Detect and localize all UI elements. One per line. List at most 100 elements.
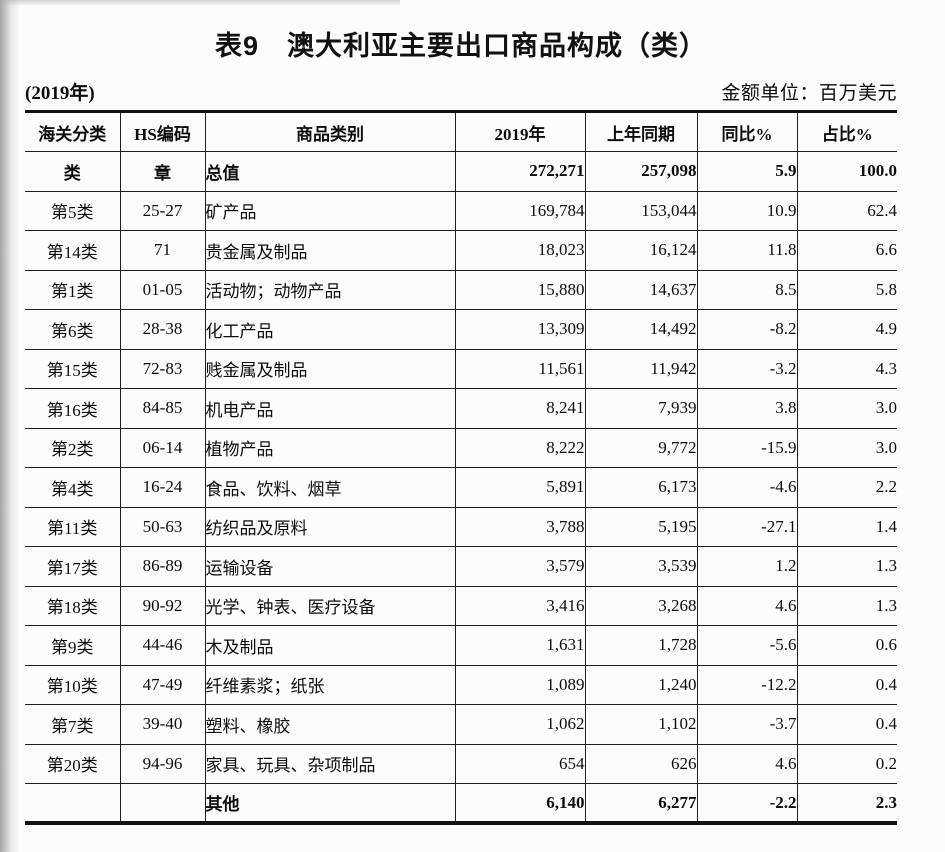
cell-other-2019: 6,140 bbox=[454, 783, 586, 824]
cell-yoy-value: -4.6 bbox=[696, 467, 798, 508]
cell-2019-value: 1,089 bbox=[454, 664, 586, 705]
cell-other-label: 其他 bbox=[204, 783, 456, 824]
header-customs-class: 海关分类 bbox=[25, 111, 121, 152]
cell-2019-value: 654 bbox=[454, 743, 586, 784]
cell-hs-code: 71 bbox=[119, 230, 206, 271]
header-commodity-category: 商品类别 bbox=[204, 111, 456, 152]
cell-yoy-value: 11.8 bbox=[696, 230, 798, 271]
cell-2019-value: 5,891 bbox=[454, 467, 586, 508]
cell-hs-code: 06-14 bbox=[119, 427, 206, 468]
cell-commodity-name: 光学、钟表、医疗设备 bbox=[204, 585, 456, 626]
cell-share-value: 3.0 bbox=[796, 388, 897, 429]
year-note: (2019年) bbox=[25, 83, 95, 104]
cell-2019-value: 13,309 bbox=[454, 309, 586, 350]
cell-other-yoy: -2.2 bbox=[696, 783, 798, 824]
cell-total-yoy: 5.9 bbox=[696, 151, 798, 192]
table-row: 第7类 39-40 塑料、橡胶 1,062 1,102 -3.7 0.4 bbox=[25, 704, 897, 745]
cell-commodity-name: 木及制品 bbox=[204, 625, 456, 666]
cell-commodity-name: 贱金属及制品 bbox=[204, 348, 456, 389]
header-prev-year: 上年同期 bbox=[584, 111, 698, 152]
cell-share-value: 0.6 bbox=[796, 625, 897, 666]
cell-hs-code: 28-38 bbox=[119, 309, 206, 350]
cell-category: 第10类 bbox=[25, 664, 121, 705]
cell-commodity-name: 化工产品 bbox=[204, 309, 456, 350]
cell-share-value: 0.4 bbox=[796, 664, 897, 705]
cell-prev-year-value: 6,173 bbox=[584, 467, 698, 508]
cell-category: 第20类 bbox=[25, 743, 121, 784]
cell-share-value: 0.4 bbox=[796, 704, 897, 745]
cell-hs-code: 50-63 bbox=[119, 506, 206, 547]
cell-category: 第11类 bbox=[25, 506, 121, 547]
table-row: 第11类 50-63 纺织品及原料 3,788 5,195 -27.1 1.4 bbox=[25, 506, 897, 547]
table-row: 第9类 44-46 木及制品 1,631 1,728 -5.6 0.6 bbox=[25, 625, 897, 666]
cell-hs-code: 94-96 bbox=[119, 743, 206, 784]
table-row: 第5类 25-27 矿产品 169,784 153,044 10.9 62.4 bbox=[25, 190, 897, 231]
cell-hs-code: 44-46 bbox=[119, 625, 206, 666]
cell-share-value: 4.3 bbox=[796, 348, 897, 389]
cell-2019-value: 8,222 bbox=[454, 427, 586, 468]
cell-share-value: 5.8 bbox=[796, 269, 897, 310]
cell-yoy-value: -12.2 bbox=[696, 664, 798, 705]
table-header-row: 海关分类 HS编码 商品类别 2019年 上年同期 同比% 占比% bbox=[25, 111, 897, 152]
cell-prev-year-value: 1,240 bbox=[584, 664, 698, 705]
cell-prev-year-value: 1,102 bbox=[584, 704, 698, 745]
cell-yoy-value: 4.6 bbox=[696, 585, 798, 626]
cell-chapter-unit: 章 bbox=[119, 151, 206, 192]
cell-commodity-name: 活动物；动物产品 bbox=[204, 269, 456, 310]
table-row: 第14类 71 贵金属及制品 18,023 16,124 11.8 6.6 bbox=[25, 230, 897, 271]
cell-share-value: 2.2 bbox=[796, 467, 897, 508]
cell-share-value: 3.0 bbox=[796, 427, 897, 468]
cell-commodity-name: 植物产品 bbox=[204, 427, 456, 468]
cell-prev-year-value: 153,044 bbox=[584, 190, 698, 231]
cell-prev-year-value: 1,728 bbox=[584, 625, 698, 666]
table-row: 第2类 06-14 植物产品 8,222 9,772 -15.9 3.0 bbox=[25, 427, 897, 468]
cell-2019-value: 1,631 bbox=[454, 625, 586, 666]
table-row: 第10类 47-49 纤维素浆；纸张 1,089 1,240 -12.2 0.4 bbox=[25, 664, 897, 705]
cell-other-prev: 6,277 bbox=[584, 783, 698, 824]
cell-hs-code: 39-40 bbox=[119, 704, 206, 745]
cell-share-value: 62.4 bbox=[796, 190, 897, 231]
cell-category: 第2类 bbox=[25, 427, 121, 468]
scan-edge-shadow bbox=[0, 0, 22, 852]
cell-category: 第9类 bbox=[25, 625, 121, 666]
cell-yoy-value: -5.6 bbox=[696, 625, 798, 666]
cell-share-value: 1.3 bbox=[796, 585, 897, 626]
cell-yoy-value: -3.7 bbox=[696, 704, 798, 745]
cell-prev-year-value: 5,195 bbox=[584, 506, 698, 547]
cell-category: 第7类 bbox=[25, 704, 121, 745]
cell-share-value: 0.2 bbox=[796, 743, 897, 784]
cell-prev-year-value: 14,492 bbox=[584, 309, 698, 350]
cell-hs-code: 01-05 bbox=[119, 269, 206, 310]
header-2019: 2019年 bbox=[454, 111, 586, 152]
export-composition-table: 海关分类 HS编码 商品类别 2019年 上年同期 同比% 占比% 类 章 总值… bbox=[25, 110, 897, 825]
cell-hs-code: 47-49 bbox=[119, 664, 206, 705]
cell-share-value: 4.9 bbox=[796, 309, 897, 350]
cell-share-value: 1.3 bbox=[796, 546, 897, 587]
cell-share-value: 1.4 bbox=[796, 506, 897, 547]
cell-yoy-value: 10.9 bbox=[696, 190, 798, 231]
cell-hs-code: 86-89 bbox=[119, 546, 206, 587]
cell-2019-value: 3,788 bbox=[454, 506, 586, 547]
table-body: 海关分类 HS编码 商品类别 2019年 上年同期 同比% 占比% 类 章 总值… bbox=[25, 111, 897, 824]
cell-yoy-value: -27.1 bbox=[696, 506, 798, 547]
cell-category bbox=[25, 783, 121, 824]
unit-note: 金额单位：百万美元 bbox=[721, 83, 897, 104]
cell-yoy-value: -8.2 bbox=[696, 309, 798, 350]
cell-2019-value: 1,062 bbox=[454, 704, 586, 745]
cell-yoy-value: 1.2 bbox=[696, 546, 798, 587]
cell-prev-year-value: 626 bbox=[584, 743, 698, 784]
cell-yoy-value: 8.5 bbox=[696, 269, 798, 310]
table-row: 第4类 16-24 食品、饮料、烟草 5,891 6,173 -4.6 2.2 bbox=[25, 467, 897, 508]
cell-category: 第4类 bbox=[25, 467, 121, 508]
table-row: 第20类 94-96 家具、玩具、杂项制品 654 626 4.6 0.2 bbox=[25, 743, 897, 784]
cell-category: 第5类 bbox=[25, 190, 121, 231]
cell-2019-value: 11,561 bbox=[454, 348, 586, 389]
cell-category: 第16类 bbox=[25, 388, 121, 429]
table-row: 第16类 84-85 机电产品 8,241 7,939 3.8 3.0 bbox=[25, 388, 897, 429]
cell-commodity-name: 家具、玩具、杂项制品 bbox=[204, 743, 456, 784]
cell-commodity-name: 机电产品 bbox=[204, 388, 456, 429]
cell-prev-year-value: 7,939 bbox=[584, 388, 698, 429]
table-row: 第18类 90-92 光学、钟表、医疗设备 3,416 3,268 4.6 1.… bbox=[25, 585, 897, 626]
cell-commodity-name: 纺织品及原料 bbox=[204, 506, 456, 547]
cell-category: 第15类 bbox=[25, 348, 121, 389]
